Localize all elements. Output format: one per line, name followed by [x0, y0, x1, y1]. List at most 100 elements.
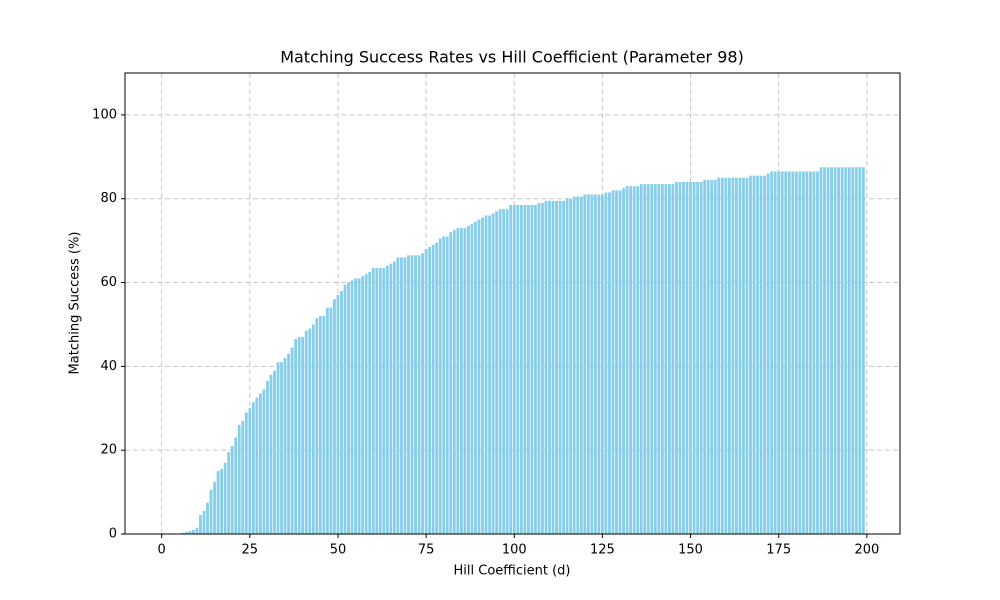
bar [368, 272, 372, 534]
bar [632, 186, 636, 534]
bar [424, 249, 428, 534]
bar [858, 167, 862, 534]
bar [389, 263, 393, 534]
bar [696, 181, 700, 535]
bar [361, 276, 365, 534]
bar [593, 194, 597, 534]
bar [809, 171, 812, 534]
bar [773, 171, 777, 534]
bar [410, 255, 414, 534]
bar [756, 175, 759, 534]
bar [382, 267, 386, 534]
bar [385, 265, 389, 534]
bar [375, 267, 379, 534]
plot-frame [124, 72, 901, 535]
chart-title: Matching Success Rates vs Hill Coefficie… [280, 48, 744, 67]
bar [816, 171, 819, 534]
bar [572, 196, 576, 534]
bar [220, 469, 224, 534]
bar [297, 337, 301, 534]
bar [470, 223, 474, 534]
bar [491, 213, 495, 535]
bar [720, 177, 724, 535]
bar [484, 215, 488, 534]
bar [403, 257, 407, 534]
y-tick-label: 20 [100, 443, 117, 458]
bar [844, 167, 848, 534]
bar [498, 209, 502, 535]
bar [604, 192, 608, 534]
bar [442, 236, 446, 535]
bars [181, 167, 865, 535]
x-tick-label: 175 [766, 543, 791, 558]
bar [213, 481, 216, 534]
bar [727, 177, 731, 535]
bar [294, 339, 298, 534]
bar [516, 205, 520, 534]
bar [819, 167, 823, 534]
bar [195, 527, 199, 534]
bar [202, 510, 206, 534]
bar [597, 194, 601, 534]
bar [766, 173, 770, 534]
bar [505, 209, 509, 535]
bar [805, 171, 809, 534]
bar [530, 205, 534, 534]
bar [188, 531, 192, 534]
bar [223, 462, 227, 534]
bar [519, 205, 523, 534]
bar [675, 181, 678, 535]
bar [826, 167, 830, 534]
bar [763, 175, 767, 534]
bar [445, 236, 449, 535]
bar [653, 184, 657, 535]
bar [509, 205, 513, 534]
x-tick-label: 0 [158, 543, 166, 558]
bar [241, 420, 245, 534]
bar [336, 295, 340, 534]
bar [421, 253, 424, 534]
bar [512, 205, 516, 534]
bar [699, 181, 703, 535]
x-tick-label: 125 [590, 543, 615, 558]
bar [840, 167, 844, 534]
bar [851, 167, 855, 534]
bar [258, 393, 262, 534]
bar [544, 200, 548, 534]
bar [354, 278, 358, 534]
bar [463, 228, 467, 534]
bar [794, 171, 798, 534]
bar [287, 353, 291, 534]
bar [308, 328, 312, 534]
bar [495, 211, 499, 535]
bar [823, 167, 826, 534]
bar [618, 190, 622, 534]
bar [199, 515, 202, 534]
bar [414, 255, 417, 534]
bar [611, 190, 615, 534]
bar [333, 299, 336, 534]
bar [343, 284, 347, 534]
bar [752, 175, 756, 534]
bar [280, 362, 283, 534]
bar [477, 219, 481, 534]
bar [431, 244, 435, 534]
bar [541, 202, 544, 534]
bar [555, 200, 558, 534]
bar [184, 531, 188, 534]
bar [717, 177, 721, 535]
y-tick-label: 0 [109, 527, 117, 542]
bar [283, 357, 287, 534]
bar [467, 225, 470, 534]
bar [459, 228, 463, 534]
bar [262, 389, 266, 534]
bar [449, 232, 453, 534]
bar [269, 374, 273, 534]
bar [833, 167, 837, 534]
bar [206, 502, 209, 534]
bar [318, 316, 322, 534]
bar [639, 184, 643, 535]
bar [731, 177, 735, 535]
bar [523, 205, 527, 534]
bar [481, 217, 484, 534]
